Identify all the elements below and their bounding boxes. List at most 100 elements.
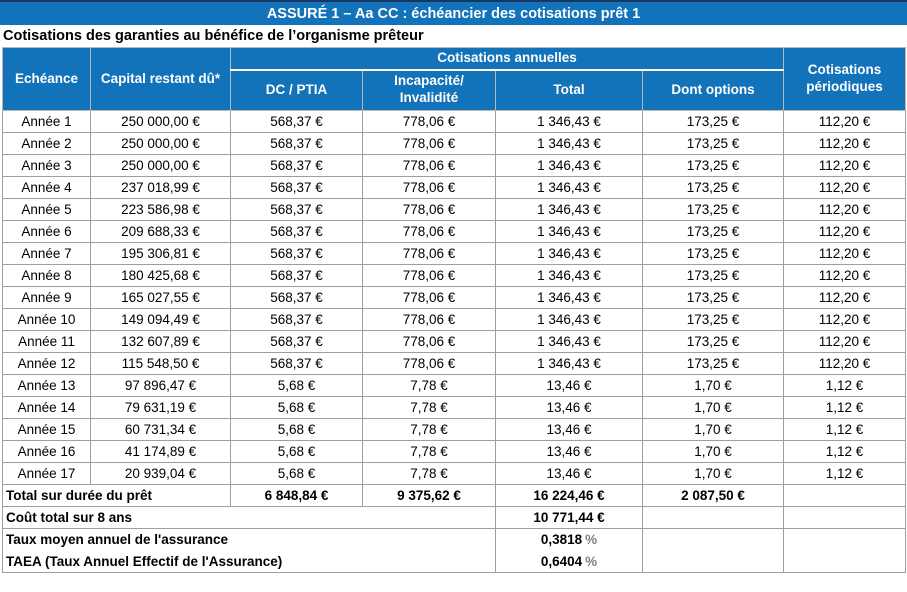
- cell-incapacite: 7,78 €: [362, 440, 496, 463]
- cell-dc-ptia: 568,37 €: [230, 330, 363, 353]
- cotisations-table: Echéance Capital restant dû* Cotisations…: [2, 47, 907, 573]
- cell-echeance: Année 13: [2, 374, 91, 397]
- table-row: Année 14 79 631,19 € 5,68 € 7,78 € 13,46…: [2, 396, 907, 419]
- cell-echeance: Année 12: [2, 352, 91, 375]
- cout-total-periodique-empty: [783, 506, 907, 529]
- cell-dont-options: 1,70 €: [641, 462, 785, 485]
- cell-capital-restant: 60 731,34 €: [90, 418, 231, 441]
- taux-moyen-options-empty: [641, 528, 785, 551]
- cell-periodique: 1,12 €: [783, 396, 907, 419]
- taea-options-empty: [641, 550, 785, 573]
- cell-dont-options: 173,25 €: [641, 132, 785, 155]
- cell-incapacite: 778,06 €: [362, 198, 496, 221]
- cell-capital-restant: 237 018,99 €: [90, 176, 231, 199]
- cell-periodique: 112,20 €: [783, 176, 907, 199]
- cell-periodique: 112,20 €: [783, 132, 907, 155]
- cell-echeance: Année 8: [2, 264, 91, 287]
- cell-total: 1 346,43 €: [495, 286, 643, 309]
- cell-dont-options: 173,25 €: [641, 176, 785, 199]
- cell-incapacite: 778,06 €: [362, 176, 496, 199]
- total-duree-periodique-empty: [783, 484, 907, 507]
- taux-moyen-value: 0,3818: [540, 532, 583, 548]
- cell-capital-restant: 223 586,98 €: [90, 198, 231, 221]
- total-duree-incapacite: 9 375,62 €: [362, 484, 496, 507]
- cell-periodique: 1,12 €: [783, 418, 907, 441]
- cell-echeance: Année 9: [2, 286, 91, 309]
- cell-capital-restant: 20 939,04 €: [90, 462, 231, 485]
- cell-capital-restant: 149 094,49 €: [90, 308, 231, 331]
- cell-echeance: Année 5: [2, 198, 91, 221]
- cell-incapacite: 7,78 €: [362, 374, 496, 397]
- cell-total: 1 346,43 €: [495, 198, 643, 221]
- table-row: Année 12 115 548,50 € 568,37 € 778,06 € …: [2, 352, 907, 375]
- header-total: Total: [495, 69, 643, 111]
- cell-total: 1 346,43 €: [495, 242, 643, 265]
- cell-periodique: 112,20 €: [783, 352, 907, 375]
- cell-capital-restant: 165 027,55 €: [90, 286, 231, 309]
- cell-dont-options: 1,70 €: [641, 440, 785, 463]
- table-row: Année 1 250 000,00 € 568,37 € 778,06 € 1…: [2, 110, 907, 133]
- cell-total: 1 346,43 €: [495, 132, 643, 155]
- taux-moyen-label: Taux moyen annuel de l'assurance: [2, 528, 496, 551]
- total-duree-label: Total sur durée du prêt: [2, 484, 231, 507]
- cell-incapacite: 778,06 €: [362, 330, 496, 353]
- table-row: Année 11 132 607,89 € 568,37 € 778,06 € …: [2, 330, 907, 353]
- header-cotisations-periodiques: Cotisations périodiques: [783, 47, 907, 111]
- cell-total: 13,46 €: [495, 462, 643, 485]
- cell-total: 13,46 €: [495, 418, 643, 441]
- cell-periodique: 112,20 €: [783, 286, 907, 309]
- cell-incapacite: 778,06 €: [362, 242, 496, 265]
- cell-dc-ptia: 5,68 €: [230, 440, 363, 463]
- cell-dc-ptia: 568,37 €: [230, 176, 363, 199]
- cell-dc-ptia: 568,37 €: [230, 154, 363, 177]
- subtitle: Cotisations des garanties au bénéfice de…: [0, 25, 907, 47]
- cell-periodique: 1,12 €: [783, 462, 907, 485]
- cell-dc-ptia: 568,37 €: [230, 264, 363, 287]
- cell-dont-options: 173,25 €: [641, 198, 785, 221]
- table-row: Année 9 165 027,55 € 568,37 € 778,06 € 1…: [2, 286, 907, 309]
- taea-periodique-empty: [783, 550, 907, 573]
- total-duree-total: 16 224,46 €: [495, 484, 643, 507]
- cell-dont-options: 173,25 €: [641, 220, 785, 243]
- cell-periodique: 112,20 €: [783, 330, 907, 353]
- cell-incapacite: 778,06 €: [362, 220, 496, 243]
- table-row: Année 10 149 094,49 € 568,37 € 778,06 € …: [2, 308, 907, 331]
- cell-total: 1 346,43 €: [495, 352, 643, 375]
- header-group-row: Echéance Capital restant dû* Cotisations…: [2, 47, 907, 111]
- cell-total: 1 346,43 €: [495, 220, 643, 243]
- cell-dc-ptia: 568,37 €: [230, 242, 363, 265]
- header-cotisations-annuelles: Cotisations annuelles: [229, 47, 785, 71]
- table-row: Année 4 237 018,99 € 568,37 € 778,06 € 1…: [2, 176, 907, 199]
- taux-moyen-unit: %: [585, 532, 598, 548]
- cell-incapacite: 778,06 €: [362, 352, 496, 375]
- taea-unit: %: [585, 553, 598, 569]
- cell-total: 1 346,43 €: [495, 176, 643, 199]
- cell-total: 1 346,43 €: [495, 154, 643, 177]
- cell-periodique: 112,20 €: [783, 308, 907, 331]
- table-row: Année 16 41 174,89 € 5,68 € 7,78 € 13,46…: [2, 440, 907, 463]
- cell-periodique: 1,12 €: [783, 374, 907, 397]
- cell-echeance: Année 17: [2, 462, 91, 485]
- cell-incapacite: 778,06 €: [362, 154, 496, 177]
- page-title: ASSURÉ 1 – Aa CC : échéancier des cotisa…: [266, 5, 641, 22]
- table-row: Année 15 60 731,34 € 5,68 € 7,78 € 13,46…: [2, 418, 907, 441]
- cell-echeance: Année 16: [2, 440, 91, 463]
- cell-dc-ptia: 568,37 €: [230, 220, 363, 243]
- cell-total: 1 346,43 €: [495, 308, 643, 331]
- cell-total: 13,46 €: [495, 374, 643, 397]
- total-duree-dc-ptia: 6 848,84 €: [230, 484, 363, 507]
- cell-dont-options: 1,70 €: [641, 374, 785, 397]
- cell-capital-restant: 250 000,00 €: [90, 110, 231, 133]
- header-echeance: Echéance: [2, 47, 91, 111]
- cell-capital-restant: 41 174,89 €: [90, 440, 231, 463]
- total-duree-row: Total sur durée du prêt 6 848,84 € 9 375…: [2, 484, 907, 507]
- subtitle-text: Cotisations des garanties au bénéfice de…: [3, 28, 424, 44]
- cell-capital-restant: 79 631,19 €: [90, 396, 231, 419]
- cell-dc-ptia: 568,37 €: [230, 286, 363, 309]
- cell-echeance: Année 10: [2, 308, 91, 331]
- cell-capital-restant: 195 306,81 €: [90, 242, 231, 265]
- cell-incapacite: 778,06 €: [362, 264, 496, 287]
- cell-incapacite: 778,06 €: [362, 308, 496, 331]
- cell-echeance: Année 7: [2, 242, 91, 265]
